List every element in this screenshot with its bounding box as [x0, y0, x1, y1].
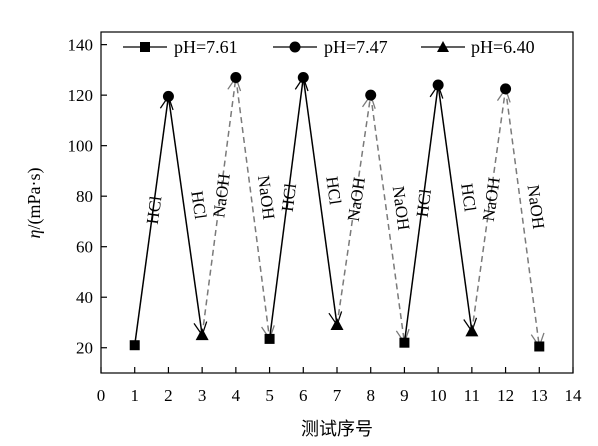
naoh-label: NaOH: [524, 184, 549, 230]
hcl-solid-line: [403, 83, 444, 343]
naoh-dashed-line: [471, 87, 511, 332]
y-axis: 20 40 60 80 100 120 140: [68, 36, 107, 358]
data-point-square: [129, 340, 140, 351]
x-tick-label: 0: [97, 386, 106, 405]
legend-label-ph761: pH=7.61: [174, 37, 238, 57]
hcl-solid-line: [133, 94, 174, 346]
x-tick-label: 8: [366, 386, 375, 405]
x-tick-label: 14: [565, 386, 583, 405]
y-axis-unit: /(mPa·s): [24, 168, 45, 230]
x-tick-label: 13: [531, 386, 548, 405]
legend-label-ph640: pH=6.40: [471, 37, 535, 57]
hcl-label: HCl: [457, 182, 480, 213]
hcl-solid-line: [302, 77, 343, 327]
data-point-circle: [230, 71, 242, 83]
x-tick-label: 4: [232, 386, 241, 405]
naoh-label: NaOH: [389, 185, 414, 232]
x-tick-label: 12: [497, 386, 514, 405]
data-lines: [133, 76, 545, 348]
y-tick-label: 20: [76, 339, 93, 358]
naoh-label: NaOH: [254, 174, 279, 220]
x-tick-label: 11: [464, 386, 480, 405]
x-tick-label: 5: [265, 386, 274, 405]
legend-circle-icon: [289, 41, 301, 53]
naoh-label: NaOH: [344, 176, 369, 223]
naoh-dashed-line: [336, 93, 376, 326]
y-tick-label: 120: [68, 86, 94, 105]
y-axis-symbol: η: [24, 229, 44, 238]
data-point-triangle: [195, 328, 209, 341]
hcl-label: HCl: [143, 194, 166, 225]
hcl-solid-line: [268, 76, 309, 339]
x-tick-label: 9: [400, 386, 409, 405]
x-axis: 0 1 2 3 4 5 6 7 8 9 10 11 12 13 14: [97, 367, 582, 405]
y-tick-label: 60: [76, 238, 93, 257]
x-tick-label: 10: [430, 386, 447, 405]
hcl-label: HCl: [413, 188, 436, 219]
x-tick-label: 7: [333, 386, 342, 405]
hcl-solid-line: [437, 84, 478, 333]
naoh-dashed-line: [235, 77, 275, 341]
y-tick-label: 40: [76, 288, 93, 307]
x-tick-label: 1: [130, 386, 139, 405]
naoh-dashed-line: [504, 88, 545, 348]
data-markers: [129, 71, 545, 352]
legend: pH=7.61 pH=7.47 pH=6.40: [123, 37, 535, 57]
data-point-triangle: [330, 318, 344, 331]
data-point-circle: [162, 90, 174, 102]
data-point-triangle: [465, 324, 479, 337]
data-point-square: [534, 341, 545, 352]
hcl-solid-line: [167, 96, 208, 337]
data-point-square: [264, 333, 275, 344]
data-point-circle: [432, 79, 444, 91]
legend-square-icon: [140, 42, 150, 52]
naoh-label: NaOH: [209, 172, 234, 218]
x-tick-label: 2: [164, 386, 173, 405]
data-point-circle: [365, 89, 377, 101]
y-tick-label: 100: [68, 137, 94, 156]
data-point-square: [399, 337, 410, 348]
naoh-label: NaOH: [479, 176, 504, 223]
hcl-label: HCl: [187, 190, 210, 221]
data-point-circle: [297, 71, 309, 83]
x-tick-label: 6: [299, 386, 308, 405]
hcl-label: HCl: [278, 182, 301, 213]
naoh-dashed-line: [369, 95, 410, 345]
y-axis-title: η/(mPa·s): [24, 168, 45, 239]
legend-triangle-icon: [437, 41, 449, 52]
hcl-label: HCl: [322, 175, 345, 206]
legend-label-ph747: pH=7.47: [324, 37, 388, 57]
y-tick-label: 140: [68, 36, 94, 55]
naoh-dashed-line: [201, 76, 242, 336]
x-tick-label: 3: [198, 386, 207, 405]
y-tick-label: 80: [76, 187, 93, 206]
x-axis-title: 测试序号: [301, 419, 373, 439]
data-point-circle: [500, 83, 512, 95]
